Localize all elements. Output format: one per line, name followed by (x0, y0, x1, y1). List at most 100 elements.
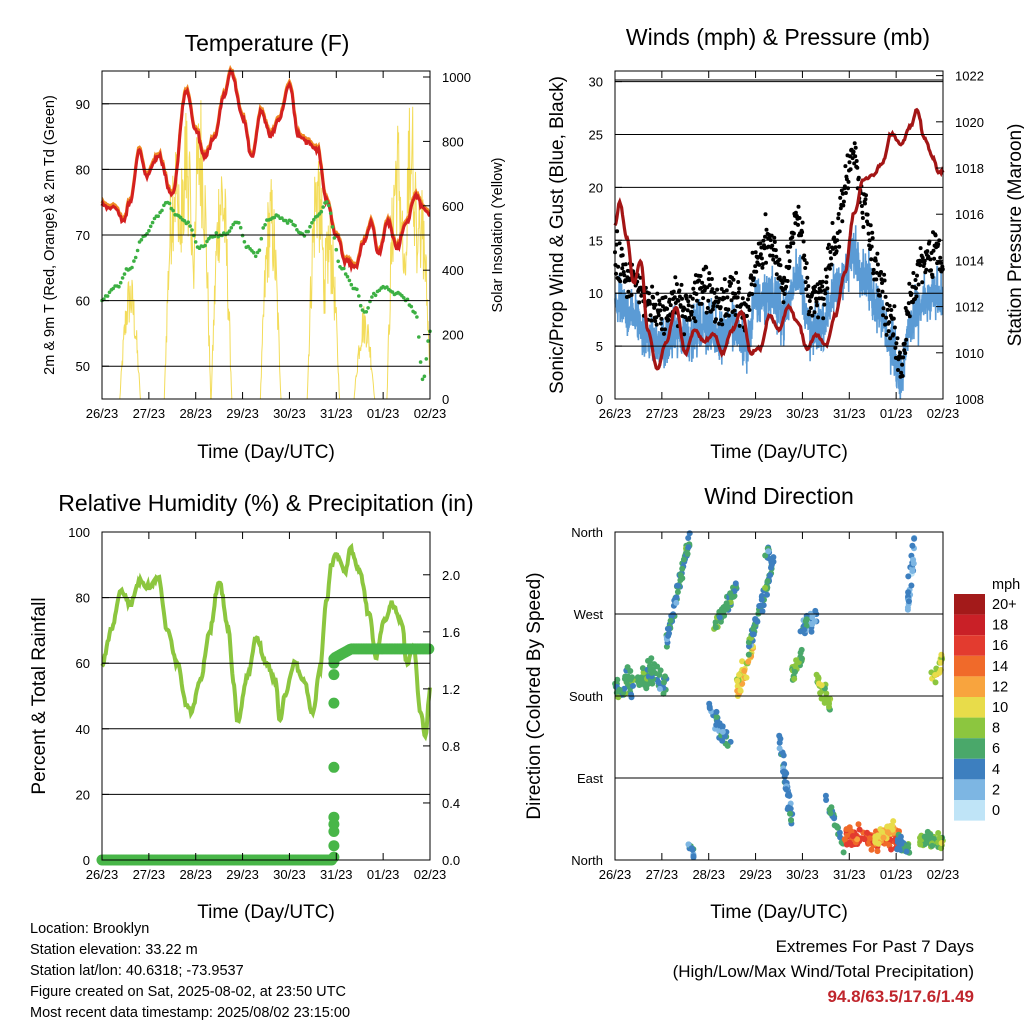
gust-point (731, 277, 736, 282)
pressure-line (613, 107, 945, 371)
y2-tick-label: 2.0 (442, 568, 460, 583)
y2-tick-label: 600 (442, 199, 464, 214)
y-tick-label: 60 (76, 656, 90, 671)
precip-point (328, 811, 340, 823)
direction-point (894, 846, 901, 853)
winds-panel: Winds (mph) & Pressure (mb) 26/23 27/23 28… (547, 24, 1024, 463)
y2-tick-label: 1008 (955, 392, 984, 407)
gust-point (733, 291, 738, 296)
gust-point (720, 322, 725, 327)
dewpoint-point (257, 248, 262, 252)
legend-swatch (954, 655, 985, 677)
dewpoint-point (139, 238, 144, 242)
y-tick-label: 5 (596, 339, 603, 354)
direction-point (874, 848, 881, 855)
gust-point (916, 282, 921, 287)
gust-point (695, 298, 699, 303)
direction-point (770, 554, 777, 561)
extremes-values: 94.8/63.5/17.6/1.49 (827, 987, 974, 1006)
direction-point (741, 667, 748, 674)
dewpoint-point (390, 290, 395, 294)
gust-point (846, 179, 851, 184)
gust-point (771, 257, 776, 262)
gust-point (800, 220, 805, 225)
gust-point (914, 286, 918, 291)
gust-point (744, 313, 749, 318)
gust-point (852, 141, 857, 146)
gust-point (774, 254, 779, 259)
gust-point (650, 284, 655, 289)
dewpoint-point (357, 294, 361, 298)
y2-tick-label: 1016 (955, 207, 984, 222)
gust-point (865, 212, 870, 217)
direction-title: Wind Direction (704, 483, 854, 509)
gust-point (620, 266, 625, 271)
direction-point (880, 834, 887, 841)
gust-point (938, 260, 943, 265)
direction-point (818, 695, 825, 702)
gust-point (873, 258, 878, 263)
legend-label: 4 (992, 762, 1000, 778)
gust-point (870, 230, 875, 235)
direction-x-label: Time (Day/UTC) (710, 902, 848, 923)
direction-legend-title: mph (992, 577, 1020, 593)
y2-tick-label: 1012 (955, 300, 984, 315)
dewpoint-point (417, 335, 421, 339)
direction-point (615, 694, 622, 701)
dewpoint-point (186, 220, 190, 224)
direction-point (938, 840, 945, 846)
x-tick-label: 31/23 (833, 867, 866, 882)
gust-point (616, 264, 621, 269)
dewpoint-point (355, 287, 359, 292)
dewpoint-point (325, 200, 329, 204)
temperature-y-label: 2m & 9m T (Red, Orange) & 2m Td (Green) (42, 95, 58, 375)
legend-label: 20+ (992, 597, 1017, 613)
y-tick-label: 20 (76, 787, 90, 802)
gust-point (803, 280, 808, 285)
gust-point (651, 295, 656, 300)
direction-point (759, 608, 766, 615)
direction-point (825, 699, 832, 706)
gust-point (726, 313, 731, 318)
humidity-ticks: 26/23 27/23 28/23 29/23 30/23 31/23 01/23 02/23… (68, 525, 460, 882)
gust-point (751, 276, 756, 281)
direction-point (780, 752, 787, 759)
direction-point (713, 713, 720, 720)
gust-point (804, 287, 809, 292)
direction-point (906, 598, 912, 605)
gust-point (881, 306, 886, 311)
gust-point (676, 298, 681, 303)
direction-point (716, 614, 723, 621)
y-tick-label: 0 (83, 853, 90, 868)
dewpoint-point (342, 266, 346, 271)
gust-point (663, 295, 668, 300)
x-tick-label: 01/23 (367, 406, 400, 421)
gust-point (736, 280, 741, 284)
direction-point (872, 839, 879, 845)
dewpoint-point (148, 224, 153, 229)
gust-point (639, 293, 644, 298)
dewpoint-point (366, 306, 370, 310)
legend-swatch (954, 758, 985, 780)
gust-point (749, 273, 754, 278)
gust-point (866, 231, 871, 236)
direction-point (679, 565, 686, 572)
x-tick-label: 26/23 (86, 406, 119, 421)
gust-point (657, 302, 662, 307)
gust-point (674, 282, 679, 287)
gust-point (840, 191, 845, 196)
direction-point (897, 833, 904, 840)
gust-point (911, 271, 916, 275)
gust-point (706, 298, 711, 303)
x-tick-label: 02/23 (414, 406, 447, 421)
y2-tick-label: 1.2 (442, 682, 460, 697)
direction-point (797, 649, 804, 656)
humidity-title: Relative Humidity (%) & Precipitation (i… (58, 490, 473, 516)
gust-point (709, 277, 714, 281)
x-tick-label: 02/23 (927, 867, 960, 882)
dewpoint-point (237, 221, 241, 225)
y2-tick-label: 0 (442, 392, 449, 407)
direction-point (868, 846, 875, 853)
dewpoint-point (328, 211, 333, 216)
gust-point (891, 316, 896, 321)
